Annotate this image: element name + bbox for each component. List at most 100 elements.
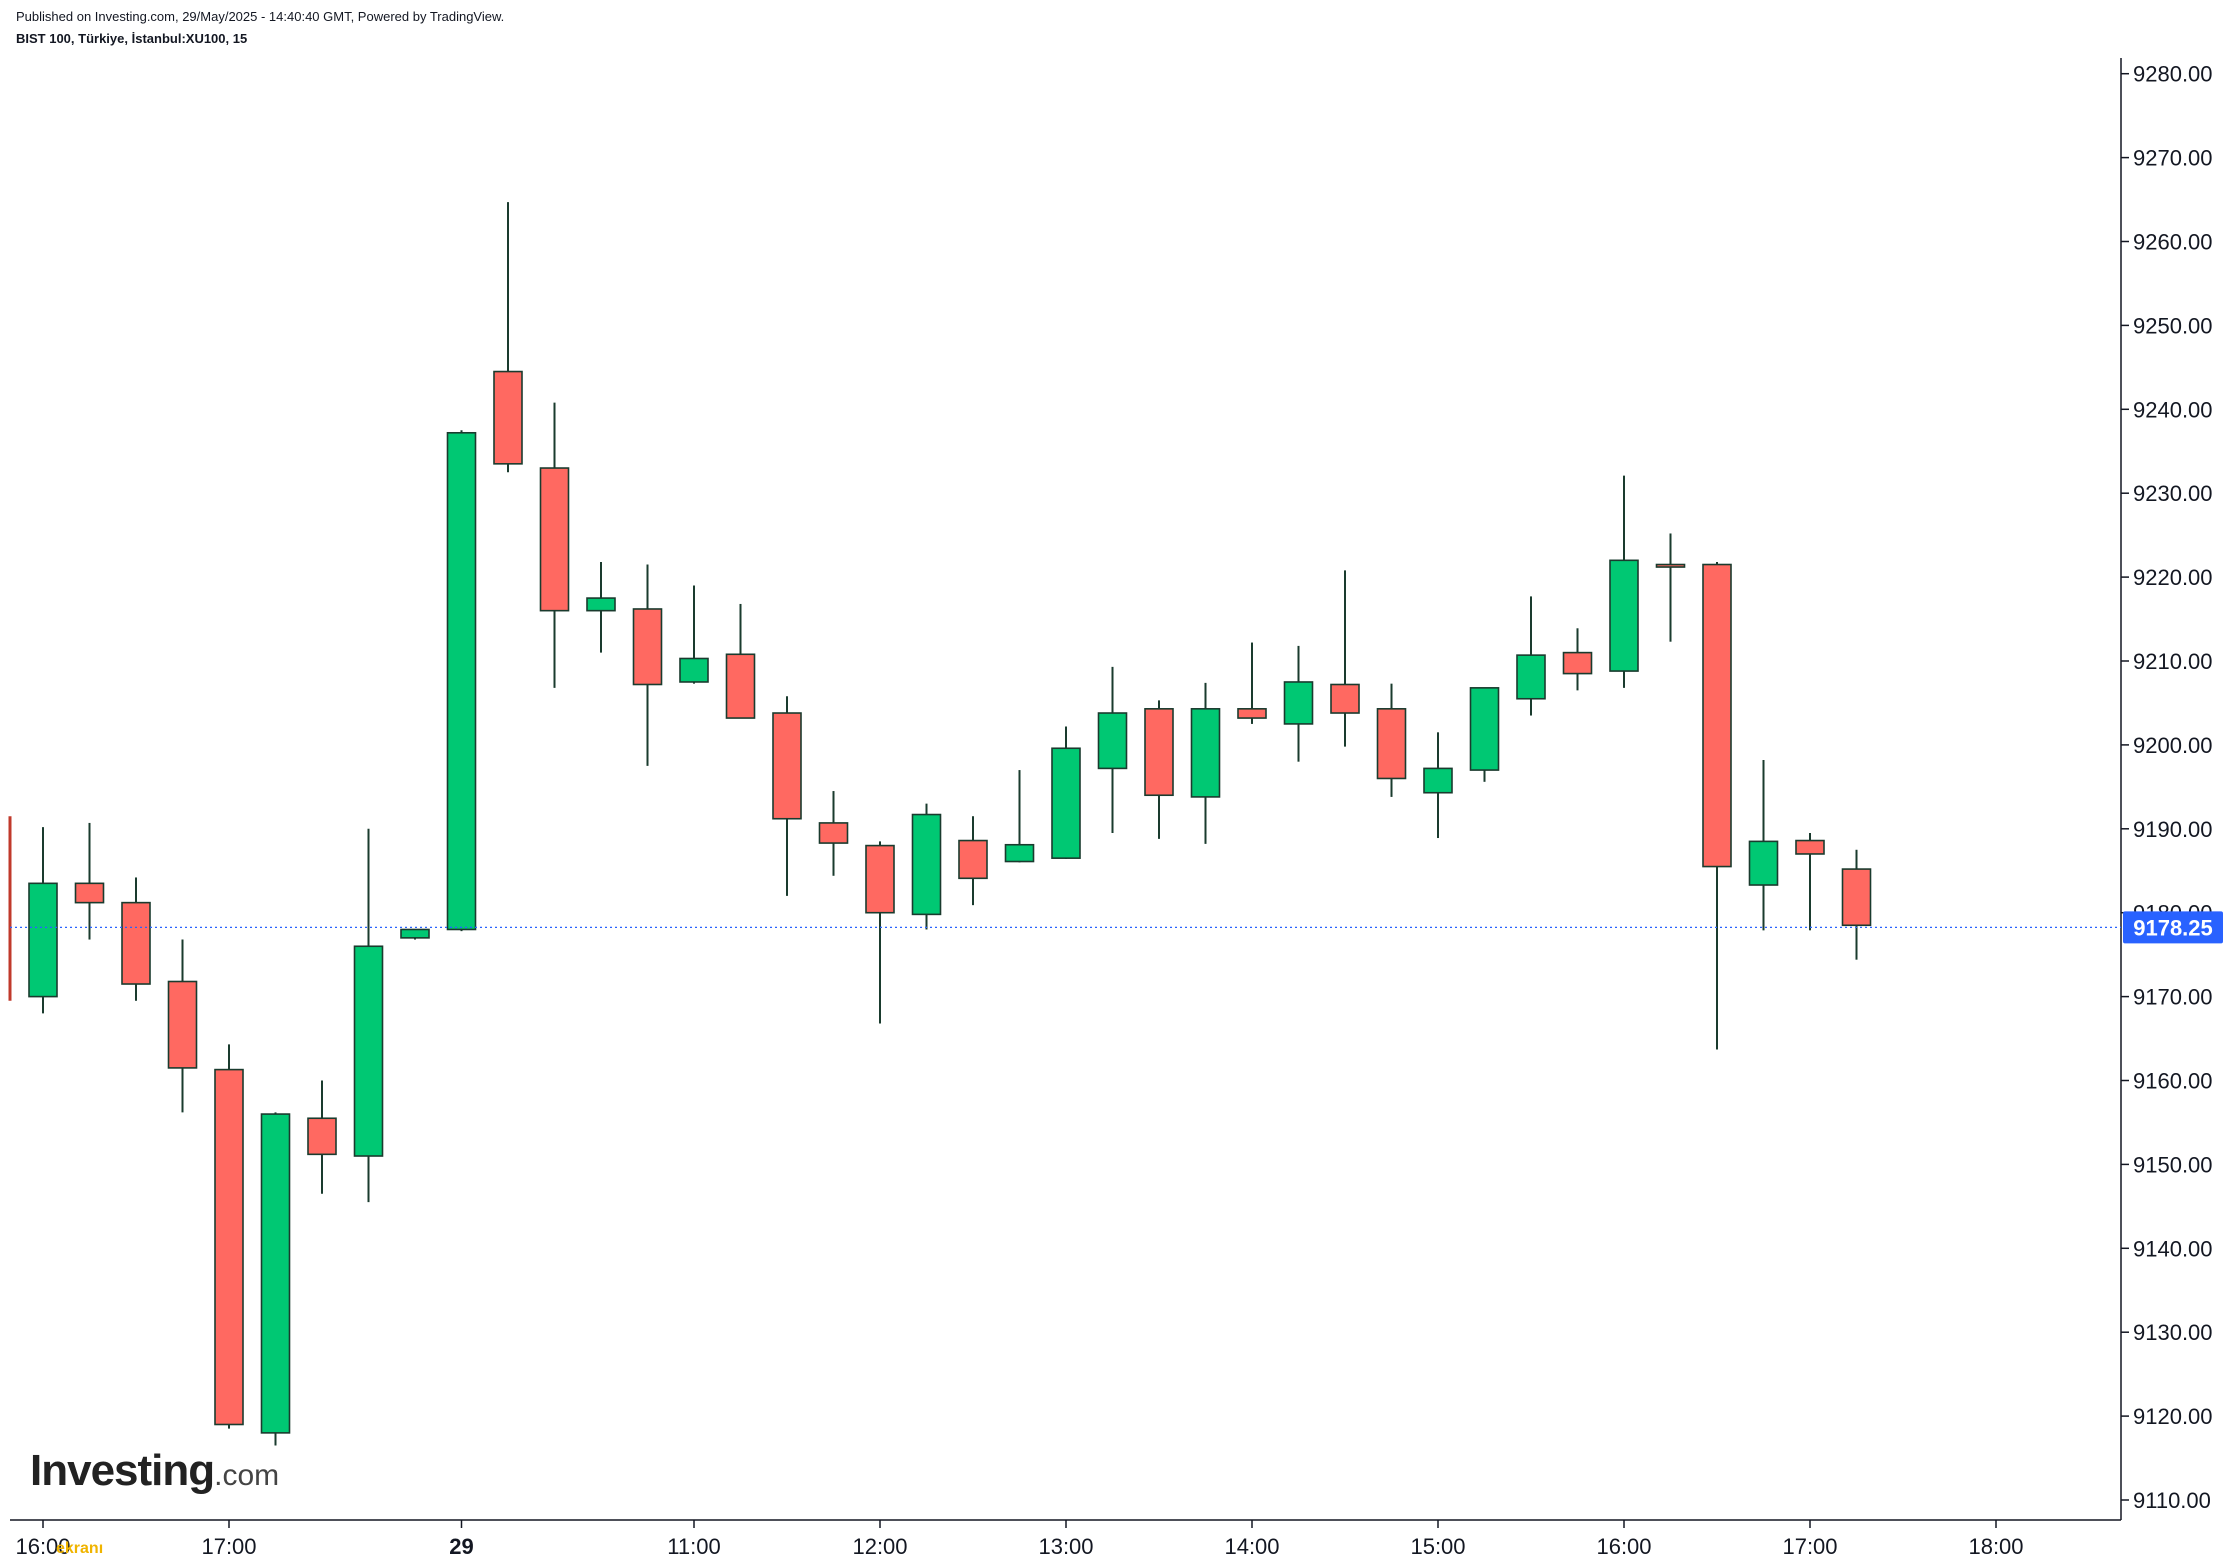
last-price-label: 9178.25 xyxy=(2133,915,2213,940)
candle-body xyxy=(725,653,756,719)
candle xyxy=(214,1044,244,1429)
candle xyxy=(493,202,523,473)
y-tick-label: 9220.00 xyxy=(2133,565,2213,590)
candle-body xyxy=(1144,708,1174,797)
candle-body xyxy=(1655,563,1686,568)
y-tick-label: 9240.00 xyxy=(2133,397,2213,422)
candle-body xyxy=(214,1068,244,1426)
x-tick-label: 17:00 xyxy=(1782,1534,1837,1559)
candle xyxy=(1423,732,1453,839)
y-tick-label: 9270.00 xyxy=(2133,146,2213,171)
candle xyxy=(353,828,384,1203)
y-tick-label: 9120.00 xyxy=(2133,1404,2213,1429)
candle xyxy=(446,430,477,932)
y-tick-label: 9230.00 xyxy=(2133,481,2213,506)
candle xyxy=(1748,760,1779,931)
x-tick-label: 11:00 xyxy=(667,1534,720,1559)
candle xyxy=(725,603,756,719)
candle-body xyxy=(1562,651,1593,675)
candle-body xyxy=(1376,708,1407,780)
candle-body xyxy=(446,431,477,931)
candle xyxy=(1655,533,1686,642)
x-tick-label: 16:00 xyxy=(1596,1534,1651,1559)
candle xyxy=(1330,570,1360,747)
candle-body xyxy=(1516,654,1546,700)
x-tick-label: 14:00 xyxy=(1224,1534,1279,1559)
candle-body xyxy=(865,844,895,914)
candle-body xyxy=(493,370,523,465)
y-tick-label: 9190.00 xyxy=(2133,817,2213,842)
candle-body xyxy=(586,597,616,612)
y-tick-label: 9200.00 xyxy=(2133,733,2213,758)
last-price-tag xyxy=(2123,911,2223,944)
candle-body xyxy=(1283,681,1314,725)
candle xyxy=(1609,475,1639,688)
candle-body xyxy=(400,928,430,939)
x-tick-label: 18:00 xyxy=(1968,1534,2023,1559)
candle xyxy=(1376,683,1407,797)
candle-body xyxy=(1190,708,1221,798)
candle xyxy=(1097,666,1128,833)
y-tick-label: 9150.00 xyxy=(2133,1152,2213,1177)
candle-body xyxy=(1841,868,1872,927)
candle-body xyxy=(1609,559,1639,672)
y-tick-label: 9250.00 xyxy=(2133,313,2213,338)
candle xyxy=(307,1080,337,1194)
candle-body xyxy=(167,980,198,1069)
candle xyxy=(1795,832,1825,931)
candle-body xyxy=(958,839,988,880)
candle xyxy=(911,803,942,930)
x-tick-label: 16:00 xyxy=(15,1534,70,1559)
candle xyxy=(1004,770,1035,863)
x-axis: 16:00 17:00 29 11:00 12:00 13:00 14:00 15:00 16:… xyxy=(10,1519,2121,1559)
logo-brand: Investing xyxy=(30,1446,215,1495)
candle xyxy=(121,877,151,1001)
x-tick-label: 12:00 xyxy=(852,1534,907,1559)
x-tick-label: 17:00 xyxy=(201,1534,256,1559)
y-tick-label: 9260.00 xyxy=(2133,230,2213,255)
candle xyxy=(1469,687,1500,782)
candle xyxy=(772,696,802,896)
candle xyxy=(400,928,430,940)
candle xyxy=(865,841,895,1024)
y-tick-label: 9140.00 xyxy=(2133,1236,2213,1261)
y-tick-label: 9210.00 xyxy=(2133,649,2213,674)
candle-body xyxy=(1795,839,1825,855)
candle xyxy=(818,791,849,876)
y-tick-label: 9130.00 xyxy=(2133,1320,2213,1345)
candles-layer xyxy=(8,202,1872,1446)
candle-body xyxy=(307,1117,337,1156)
published-info: Published on Investing.com, 29/May/2025 … xyxy=(16,9,505,24)
x-tick-label: 29 xyxy=(449,1534,473,1559)
candle-body xyxy=(28,882,58,998)
x-tick-label: 13:00 xyxy=(1038,1534,1093,1559)
last-price-layer: 9178.25 xyxy=(10,911,2223,944)
investing-logo: Investing.com xyxy=(30,1446,279,1496)
candle-body xyxy=(1330,683,1360,714)
y-tick-label: 9280.00 xyxy=(2133,62,2213,87)
candle xyxy=(1841,849,1872,960)
candle-body xyxy=(1237,708,1267,719)
candle-body xyxy=(1469,687,1500,771)
candle xyxy=(260,1112,291,1446)
candle-body xyxy=(1748,840,1779,886)
watermark-text: ekranı xyxy=(56,1540,104,1557)
candle-body xyxy=(1423,767,1453,794)
candle-body xyxy=(260,1113,291,1434)
candle-body xyxy=(74,882,105,904)
x-tick-label: 15:00 xyxy=(1410,1534,1465,1559)
chart-header: Published on Investing.com, 29/May/2025 … xyxy=(16,8,504,48)
candle-body xyxy=(818,822,849,844)
candle xyxy=(1702,561,1732,1050)
candle-body xyxy=(679,657,709,683)
candle xyxy=(1516,596,1546,716)
candle xyxy=(958,816,988,906)
candle xyxy=(74,822,105,940)
candle-body xyxy=(1097,712,1128,770)
y-tick-label: 9160.00 xyxy=(2133,1069,2213,1094)
candle-body xyxy=(632,608,663,686)
candle-body xyxy=(1004,843,1035,863)
candle xyxy=(1562,628,1593,691)
candle-body xyxy=(353,945,384,1157)
